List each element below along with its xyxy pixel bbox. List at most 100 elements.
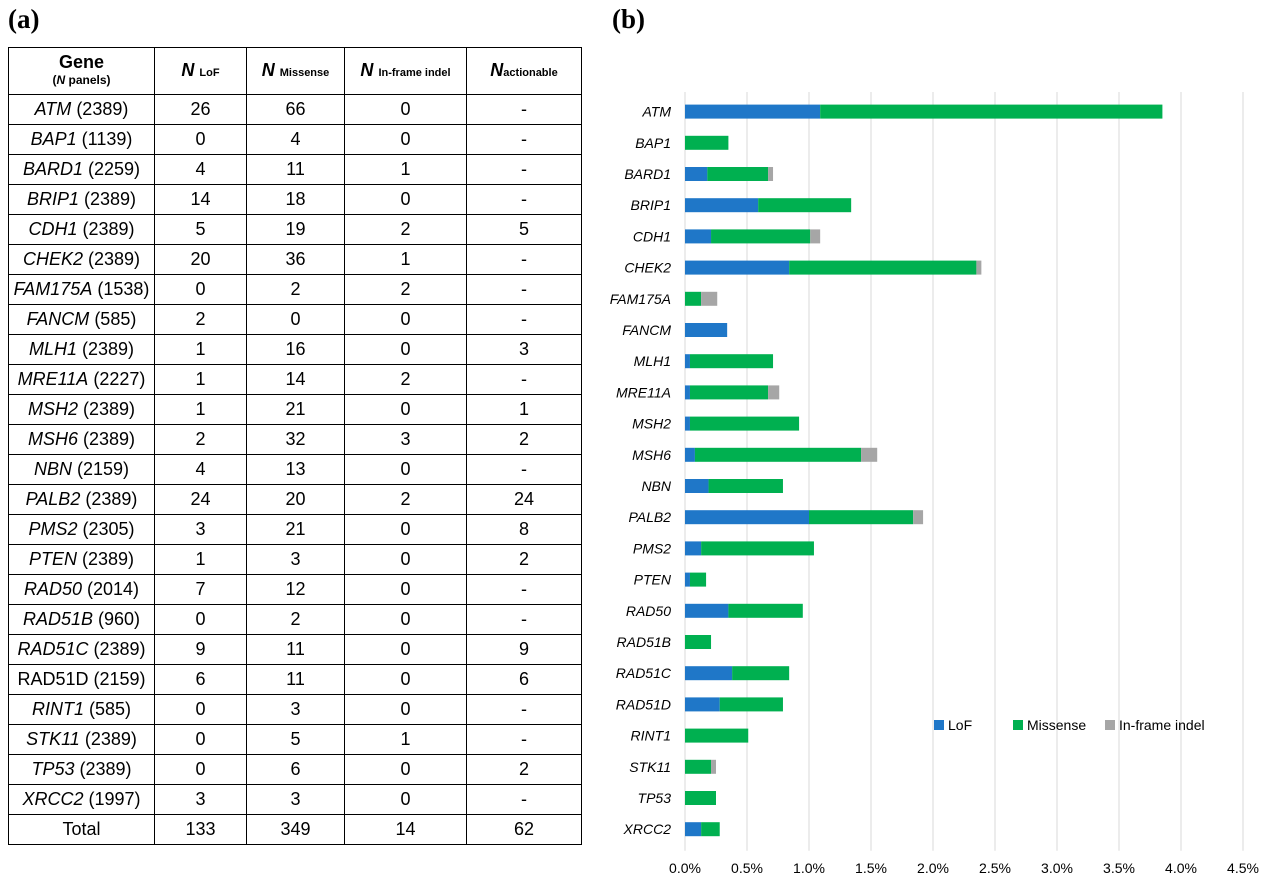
gene-cell: RAD51D (2159) — [8, 664, 155, 695]
bar-in-frame-indel — [976, 260, 982, 275]
header-missense: N Missense — [246, 47, 345, 95]
total-row: Total 133 349 14 62 — [8, 814, 582, 845]
category-label: RAD51D — [616, 696, 671, 712]
actionable-cell: 2 — [466, 754, 582, 785]
lof-cell: 1 — [154, 394, 247, 425]
gene-cell: BAP1 (1139) — [8, 124, 155, 155]
missense-cell: 3 — [246, 694, 345, 725]
header-gene: Gene (N panels) — [8, 47, 155, 95]
category-label: MSH6 — [632, 447, 671, 463]
actionable-cell: 24 — [466, 484, 582, 515]
inframe-cell: 0 — [344, 94, 467, 125]
gene-cell: PTEN (2389) — [8, 544, 155, 575]
lof-cell: 1 — [154, 334, 247, 365]
total-lof-cell: 133 — [154, 814, 247, 845]
bar-lof — [685, 697, 720, 712]
lof-cell: 0 — [154, 274, 247, 305]
lof-cell: 20 — [154, 244, 247, 275]
missense-cell: 4 — [246, 124, 345, 155]
table-header-row: Gene (N panels) N LoF N Missense N In-fr… — [8, 47, 582, 95]
bar-lof — [685, 198, 759, 213]
tick-label: 3.5% — [1103, 860, 1135, 873]
tick-label: 2.5% — [979, 860, 1011, 873]
table-row: MSH6 (2389) 2 32 3 2 — [8, 424, 582, 455]
category-label: RAD51B — [617, 634, 671, 650]
gene-cell: MLH1 (2389) — [8, 334, 155, 365]
actionable-cell: 2 — [466, 424, 582, 455]
total-missense-cell: 349 — [246, 814, 345, 845]
tick-label: 4.0% — [1165, 860, 1197, 873]
gene-cell: RAD51C (2389) — [8, 634, 155, 665]
actionable-cell: 6 — [466, 664, 582, 695]
gene-cell: TP53 (2389) — [8, 754, 155, 785]
missense-cell: 14 — [246, 364, 345, 395]
lof-cell: 0 — [154, 754, 247, 785]
missense-cell: 3 — [246, 544, 345, 575]
bar-missense — [689, 385, 769, 400]
legend-label: Missense — [1027, 717, 1086, 733]
legend-label: LoF — [948, 717, 972, 733]
category-label: PTEN — [634, 572, 672, 588]
tick-label: 2.0% — [917, 860, 949, 873]
missense-cell: 66 — [246, 94, 345, 125]
inframe-cell: 0 — [344, 454, 467, 485]
inframe-cell: 0 — [344, 184, 467, 215]
missense-cell: 21 — [246, 514, 345, 545]
bar-missense — [728, 603, 803, 618]
lof-cell: 14 — [154, 184, 247, 215]
tick-label: 0.0% — [669, 860, 701, 873]
header-gene-label: Gene — [58, 52, 105, 72]
bar-missense — [701, 541, 814, 556]
legend-label: In-frame indel — [1119, 717, 1205, 733]
table-row: STK11 (2389) 0 5 1- — [8, 724, 582, 755]
table-row: CHEK2 (2389) 20 36 1- — [8, 244, 582, 275]
bar-lof — [685, 666, 733, 681]
gene-cell: CHEK2 (2389) — [8, 244, 155, 275]
inframe-cell: 0 — [344, 394, 467, 425]
table-row: FAM175A (1538) 0 2 2- — [8, 274, 582, 305]
table-row: BARD1 (2259) 4 11 1- — [8, 154, 582, 185]
category-label: MLH1 — [634, 353, 671, 369]
bar-missense — [685, 759, 712, 774]
bar-lof — [685, 167, 708, 181]
legend-swatch — [934, 720, 944, 730]
tick-label: 1.0% — [793, 860, 825, 873]
lof-cell: 3 — [154, 784, 247, 815]
inframe-cell: 0 — [344, 304, 467, 335]
lof-cell: 4 — [154, 454, 247, 485]
actionable-cell: 1 — [466, 394, 582, 425]
lof-cell: 0 — [154, 604, 247, 635]
actionable-cell: - — [466, 694, 582, 725]
table-row: NBN (2159) 4 13 0- — [8, 454, 582, 485]
bar-lof — [685, 603, 729, 618]
bar-lof — [685, 479, 709, 493]
bar-in-frame-indel — [861, 447, 878, 462]
category-label: BAP1 — [635, 135, 671, 151]
header-lof: N LoF — [154, 47, 247, 95]
actionable-cell: - — [466, 154, 582, 185]
bar-missense — [707, 167, 769, 181]
lof-cell: 0 — [154, 724, 247, 755]
lof-cell: 6 — [154, 664, 247, 695]
table-row: RAD50 (2014) 7 12 0- — [8, 574, 582, 605]
inframe-cell: 0 — [344, 634, 467, 665]
bar-in-frame-indel — [768, 385, 780, 400]
category-label: BARD1 — [624, 166, 671, 182]
inframe-cell: 0 — [344, 334, 467, 365]
missense-cell: 13 — [246, 454, 345, 485]
bar-missense — [685, 728, 749, 743]
inframe-cell: 0 — [344, 124, 467, 155]
bar-missense — [758, 198, 852, 213]
table-row: RAD51C (2389) 9 11 0 9 — [8, 634, 582, 665]
lof-cell: 1 — [154, 364, 247, 395]
inframe-cell: 0 — [344, 784, 467, 815]
gene-cell: XRCC2 (1997) — [8, 784, 155, 815]
inframe-cell: 3 — [344, 424, 467, 455]
inframe-cell: 1 — [344, 244, 467, 275]
table-row: TP53 (2389) 0 6 0 2 — [8, 754, 582, 785]
bar-missense — [820, 104, 1163, 119]
gene-cell: BARD1 (2259) — [8, 154, 155, 185]
missense-cell: 12 — [246, 574, 345, 605]
bar-in-frame-indel — [768, 167, 774, 181]
tick-label: 1.5% — [855, 860, 887, 873]
